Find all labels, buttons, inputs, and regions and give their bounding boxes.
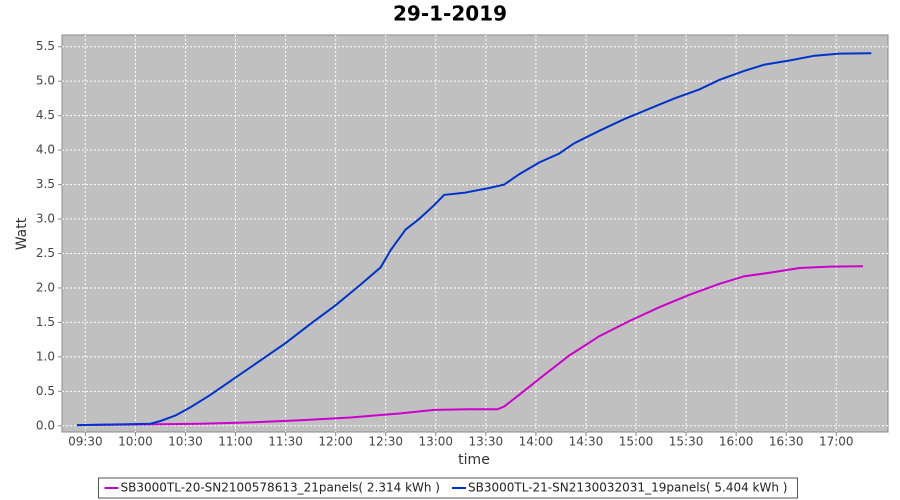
y-tick-label: 3.0 bbox=[36, 212, 55, 226]
y-tick-label: 0.0 bbox=[36, 418, 55, 432]
x-tick-label: 14:00 bbox=[519, 435, 554, 449]
x-tick-label: 16:00 bbox=[719, 435, 754, 449]
x-tick-label: 12:00 bbox=[318, 435, 353, 449]
y-tick-label: 4.5 bbox=[36, 108, 55, 122]
y-tick-label: 5.0 bbox=[36, 74, 55, 88]
x-tick-label: 09:30 bbox=[68, 435, 103, 449]
x-tick-label: 15:00 bbox=[619, 435, 654, 449]
y-tick-label: 1.5 bbox=[36, 315, 55, 329]
y-axis-label: Watt bbox=[14, 217, 30, 250]
y-tick-label: 2.0 bbox=[36, 280, 55, 294]
x-tick-label: 11:00 bbox=[218, 435, 253, 449]
y-tick-label: 4.0 bbox=[36, 143, 55, 157]
x-tick-label: 11:30 bbox=[268, 435, 303, 449]
y-tick-label: 2.5 bbox=[36, 246, 55, 260]
x-tick-label: 15:30 bbox=[669, 435, 704, 449]
y-tick-label: 3.5 bbox=[36, 177, 55, 191]
x-tick-label: 13:30 bbox=[469, 435, 504, 449]
legend-box bbox=[98, 477, 798, 499]
plot-area bbox=[61, 34, 889, 433]
x-tick-label: 17:00 bbox=[819, 435, 854, 449]
chart-title: 29-1-2019 bbox=[393, 2, 507, 26]
x-tick-label: 16:30 bbox=[769, 435, 804, 449]
legend: SB3000TL-20-SN2100578613_21panels( 2.314… bbox=[98, 477, 798, 499]
y-tick-label: 5.5 bbox=[36, 39, 55, 53]
series-line bbox=[76, 52, 872, 427]
x-tick-label: 14:30 bbox=[569, 435, 604, 449]
legend-text: SB3000TL-21-SN2130032031_19panels( 5.404… bbox=[468, 481, 787, 495]
y-tick-label: 1.0 bbox=[36, 349, 55, 363]
x-axis-label: time bbox=[458, 452, 490, 468]
y-tick-label: 0.5 bbox=[36, 384, 55, 398]
x-tick-label: 10:00 bbox=[118, 435, 153, 449]
x-tick-label: 12:30 bbox=[368, 435, 403, 449]
x-tick-label: 13:00 bbox=[418, 435, 453, 449]
legend-text: SB3000TL-20-SN2100578613_21panels( 2.314… bbox=[121, 481, 440, 495]
x-tick-label: 10:30 bbox=[168, 435, 203, 449]
series-line bbox=[76, 265, 864, 427]
